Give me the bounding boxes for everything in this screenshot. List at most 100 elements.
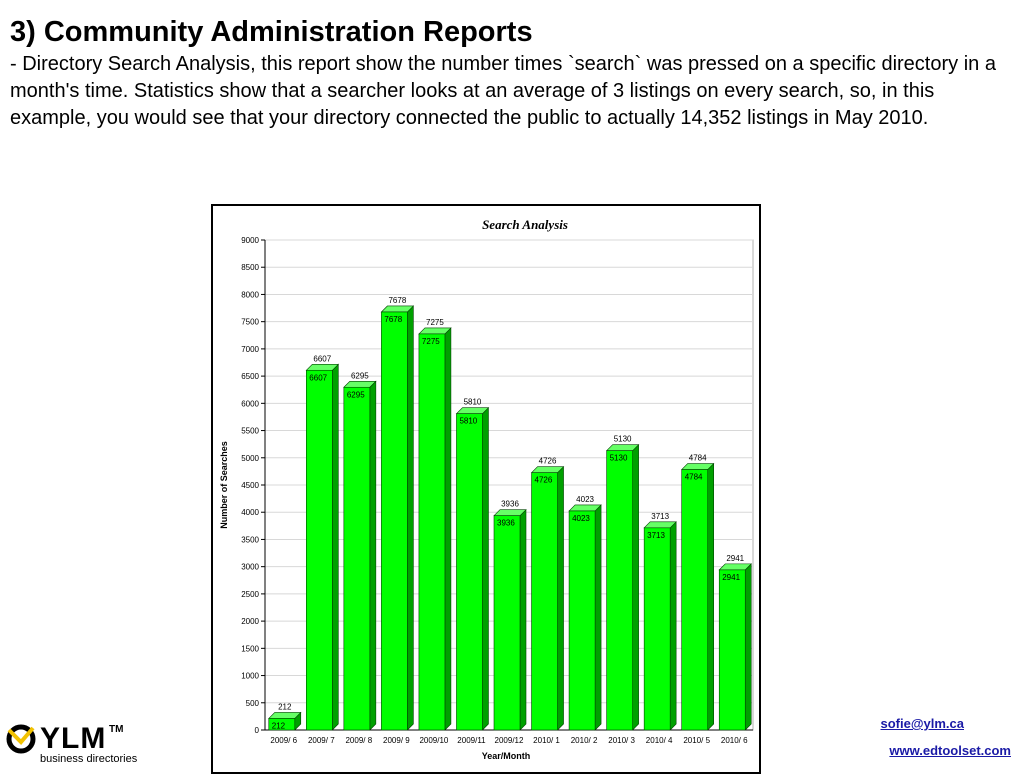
- chart-title: Search Analysis: [482, 217, 568, 232]
- y-tick-label: 0: [255, 726, 260, 735]
- y-tick-label: 7000: [241, 345, 259, 354]
- bar-front: [643, 527, 671, 731]
- bar-inner-label: 4784: [685, 473, 703, 482]
- x-tick-label: 2010/ 4: [646, 736, 673, 745]
- y-tick-label: 4500: [241, 481, 259, 490]
- bar-inner-label: 5130: [610, 454, 628, 463]
- x-tick-label: 2010/ 1: [533, 736, 560, 745]
- bar-front: [456, 413, 483, 731]
- bar-top: [380, 305, 415, 313]
- x-tick-label: 2009/10: [419, 736, 448, 745]
- bar: 3713 3713: [643, 512, 677, 731]
- y-tick-label: 3500: [241, 535, 259, 544]
- bar-side: [332, 363, 339, 731]
- bar: 5130 5130: [605, 435, 640, 731]
- y-tick-label: 8000: [241, 290, 259, 299]
- bar-top: [418, 327, 452, 335]
- bar-inner-label: 5810: [459, 417, 477, 426]
- x-tick-label: 2010/ 5: [683, 736, 710, 745]
- search-analysis-chart: Search Analysis Number of Searches Year/…: [211, 204, 761, 774]
- bar-value-label: 6607: [313, 354, 331, 363]
- bar-top: [268, 712, 302, 719]
- x-axis-label: Year/Month: [482, 751, 531, 761]
- y-tick-label: 5000: [241, 454, 259, 463]
- ylm-logo: YLM TM business directories: [4, 722, 154, 768]
- bar-value-label: 4784: [689, 454, 707, 463]
- x-tick-label: 2009/ 9: [383, 736, 410, 745]
- logo-subtitle: business directories: [40, 753, 138, 765]
- bar: 7275 7275: [418, 318, 452, 731]
- bar: 7678 7678: [380, 296, 415, 731]
- bar-front: [268, 718, 296, 731]
- bar-side: [444, 327, 452, 731]
- bar-inner-label: 7275: [422, 337, 440, 346]
- y-tick-label: 2500: [241, 590, 259, 599]
- bar-inner-label: 3936: [497, 519, 515, 528]
- x-tick-label: 2009/12: [495, 736, 524, 745]
- bar-front: [531, 472, 558, 731]
- bar-side: [669, 521, 677, 731]
- y-axis-label: Number of Searches: [219, 441, 229, 529]
- bar-value-label: 6295: [351, 371, 369, 380]
- bar-front: [493, 515, 521, 731]
- bar-value-label: 7275: [426, 318, 444, 327]
- bar-inner-label: 4023: [572, 514, 590, 523]
- x-tick-label: 2010/ 6: [721, 736, 748, 745]
- bar-value-label: 5810: [464, 398, 482, 407]
- bar-inner-label: 7678: [384, 315, 402, 324]
- bar-inner-label: 2941: [722, 573, 740, 582]
- bar-value-label: 212: [278, 702, 292, 711]
- bar-inner-label: 4726: [535, 476, 553, 485]
- y-tick-label: 9000: [241, 236, 259, 245]
- bar-side: [557, 465, 564, 731]
- ylm-logo-icon: [6, 724, 36, 754]
- bar-top: [718, 563, 752, 571]
- bar-value-label: 2941: [726, 554, 744, 563]
- logo-trademark: TM: [109, 724, 124, 735]
- bar: 3936 3936: [493, 500, 527, 731]
- bar-top: [568, 504, 602, 512]
- bar-inner-label: 212: [272, 721, 286, 730]
- axes: 0 500 1000 1500 2000 2500 3000 3500 4000 4500 5000…: [241, 236, 753, 745]
- bar: 4726 4726: [530, 457, 565, 731]
- chart-canvas: Search Analysis Number of Searches Year/…: [219, 217, 754, 761]
- bar-side: [707, 462, 714, 731]
- x-tick-label: 2010/ 2: [571, 736, 598, 745]
- y-tick-label: 500: [246, 699, 260, 708]
- bars: 212 212 6607 6607 6295 6295 7678 7678 7275 7275 58…: [268, 296, 752, 731]
- x-tick-label: 2009/ 7: [308, 736, 335, 745]
- bar-inner-label: 6295: [347, 390, 365, 399]
- bar-inner-label: 6607: [309, 373, 327, 382]
- bar-top: [643, 521, 677, 529]
- bar-front: [343, 386, 371, 731]
- bar-front: [306, 369, 333, 731]
- bar-front: [418, 333, 446, 731]
- bar-side: [369, 380, 377, 731]
- bar-value-label: 7678: [388, 296, 406, 305]
- x-tick-label: 2009/ 8: [345, 736, 372, 745]
- y-tick-label: 8500: [241, 263, 259, 272]
- bar: 5810 5810: [455, 398, 490, 731]
- y-tick-label: 7500: [241, 318, 259, 327]
- y-tick-label: 1000: [241, 672, 259, 681]
- email-link[interactable]: sofie@ylm.ca: [880, 716, 965, 731]
- bar-value-label: 5130: [614, 435, 632, 444]
- bar-value-label: 3713: [651, 512, 669, 521]
- bar: 4023 4023: [568, 495, 602, 731]
- bar: 2941 2941: [718, 554, 752, 731]
- bar-value-label: 4023: [576, 495, 594, 504]
- bar: 212 212: [268, 702, 302, 731]
- bar-front: [568, 510, 596, 731]
- bar-value-label: 4726: [539, 457, 557, 466]
- bar: 6607 6607: [305, 354, 340, 731]
- website-link[interactable]: www.edtoolset.com: [889, 743, 1011, 758]
- y-tick-label: 6500: [241, 372, 259, 381]
- bar-front: [718, 569, 746, 731]
- bar-side: [632, 443, 639, 731]
- bar-front: [381, 311, 408, 731]
- y-tick-label: 3000: [241, 563, 259, 572]
- y-tick-label: 6000: [241, 399, 259, 408]
- x-tick-label: 2009/ 6: [270, 736, 297, 745]
- bar-inner-label: 3713: [647, 531, 665, 540]
- bar-top: [493, 509, 527, 517]
